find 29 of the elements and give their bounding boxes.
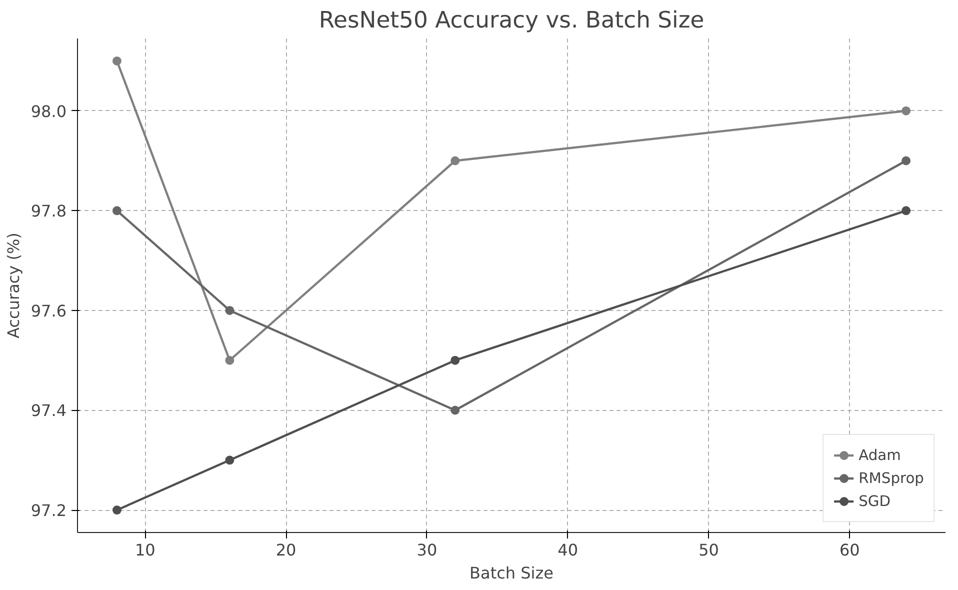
legend-label: SGD xyxy=(858,492,891,510)
point xyxy=(902,106,911,116)
x-tick-label: 10 xyxy=(134,540,156,560)
y-tick-label: 97.4 xyxy=(30,401,66,420)
point xyxy=(902,156,911,166)
point xyxy=(450,356,460,365)
x-tick-label: 30 xyxy=(416,540,438,560)
x-tick-label: 50 xyxy=(698,540,719,560)
point xyxy=(225,306,234,315)
y-tick-label: 97.2 xyxy=(30,501,66,520)
point xyxy=(902,206,911,216)
point xyxy=(225,456,234,465)
x-tick-label: 40 xyxy=(558,540,578,560)
x-axis-title: Batch Size xyxy=(470,564,554,582)
chart-title: ResNet50 Accuracy vs. Batch Size xyxy=(318,8,704,34)
y-tick-label: 97.8 xyxy=(30,202,66,221)
point xyxy=(112,506,122,515)
y-tick-label: 98.0 xyxy=(30,102,66,121)
y-axis-title: Accuracy (%) xyxy=(4,232,23,338)
point xyxy=(112,56,122,66)
legend-label: Adam xyxy=(858,446,901,464)
point xyxy=(450,406,460,415)
point xyxy=(112,206,122,216)
point xyxy=(225,356,234,365)
x-tick-label: 60 xyxy=(840,540,860,560)
point xyxy=(450,156,460,166)
legend-label: RMSprop xyxy=(858,470,924,486)
y-tick-label: 97.6 xyxy=(30,301,66,320)
x-tick-label: 20 xyxy=(276,540,296,560)
